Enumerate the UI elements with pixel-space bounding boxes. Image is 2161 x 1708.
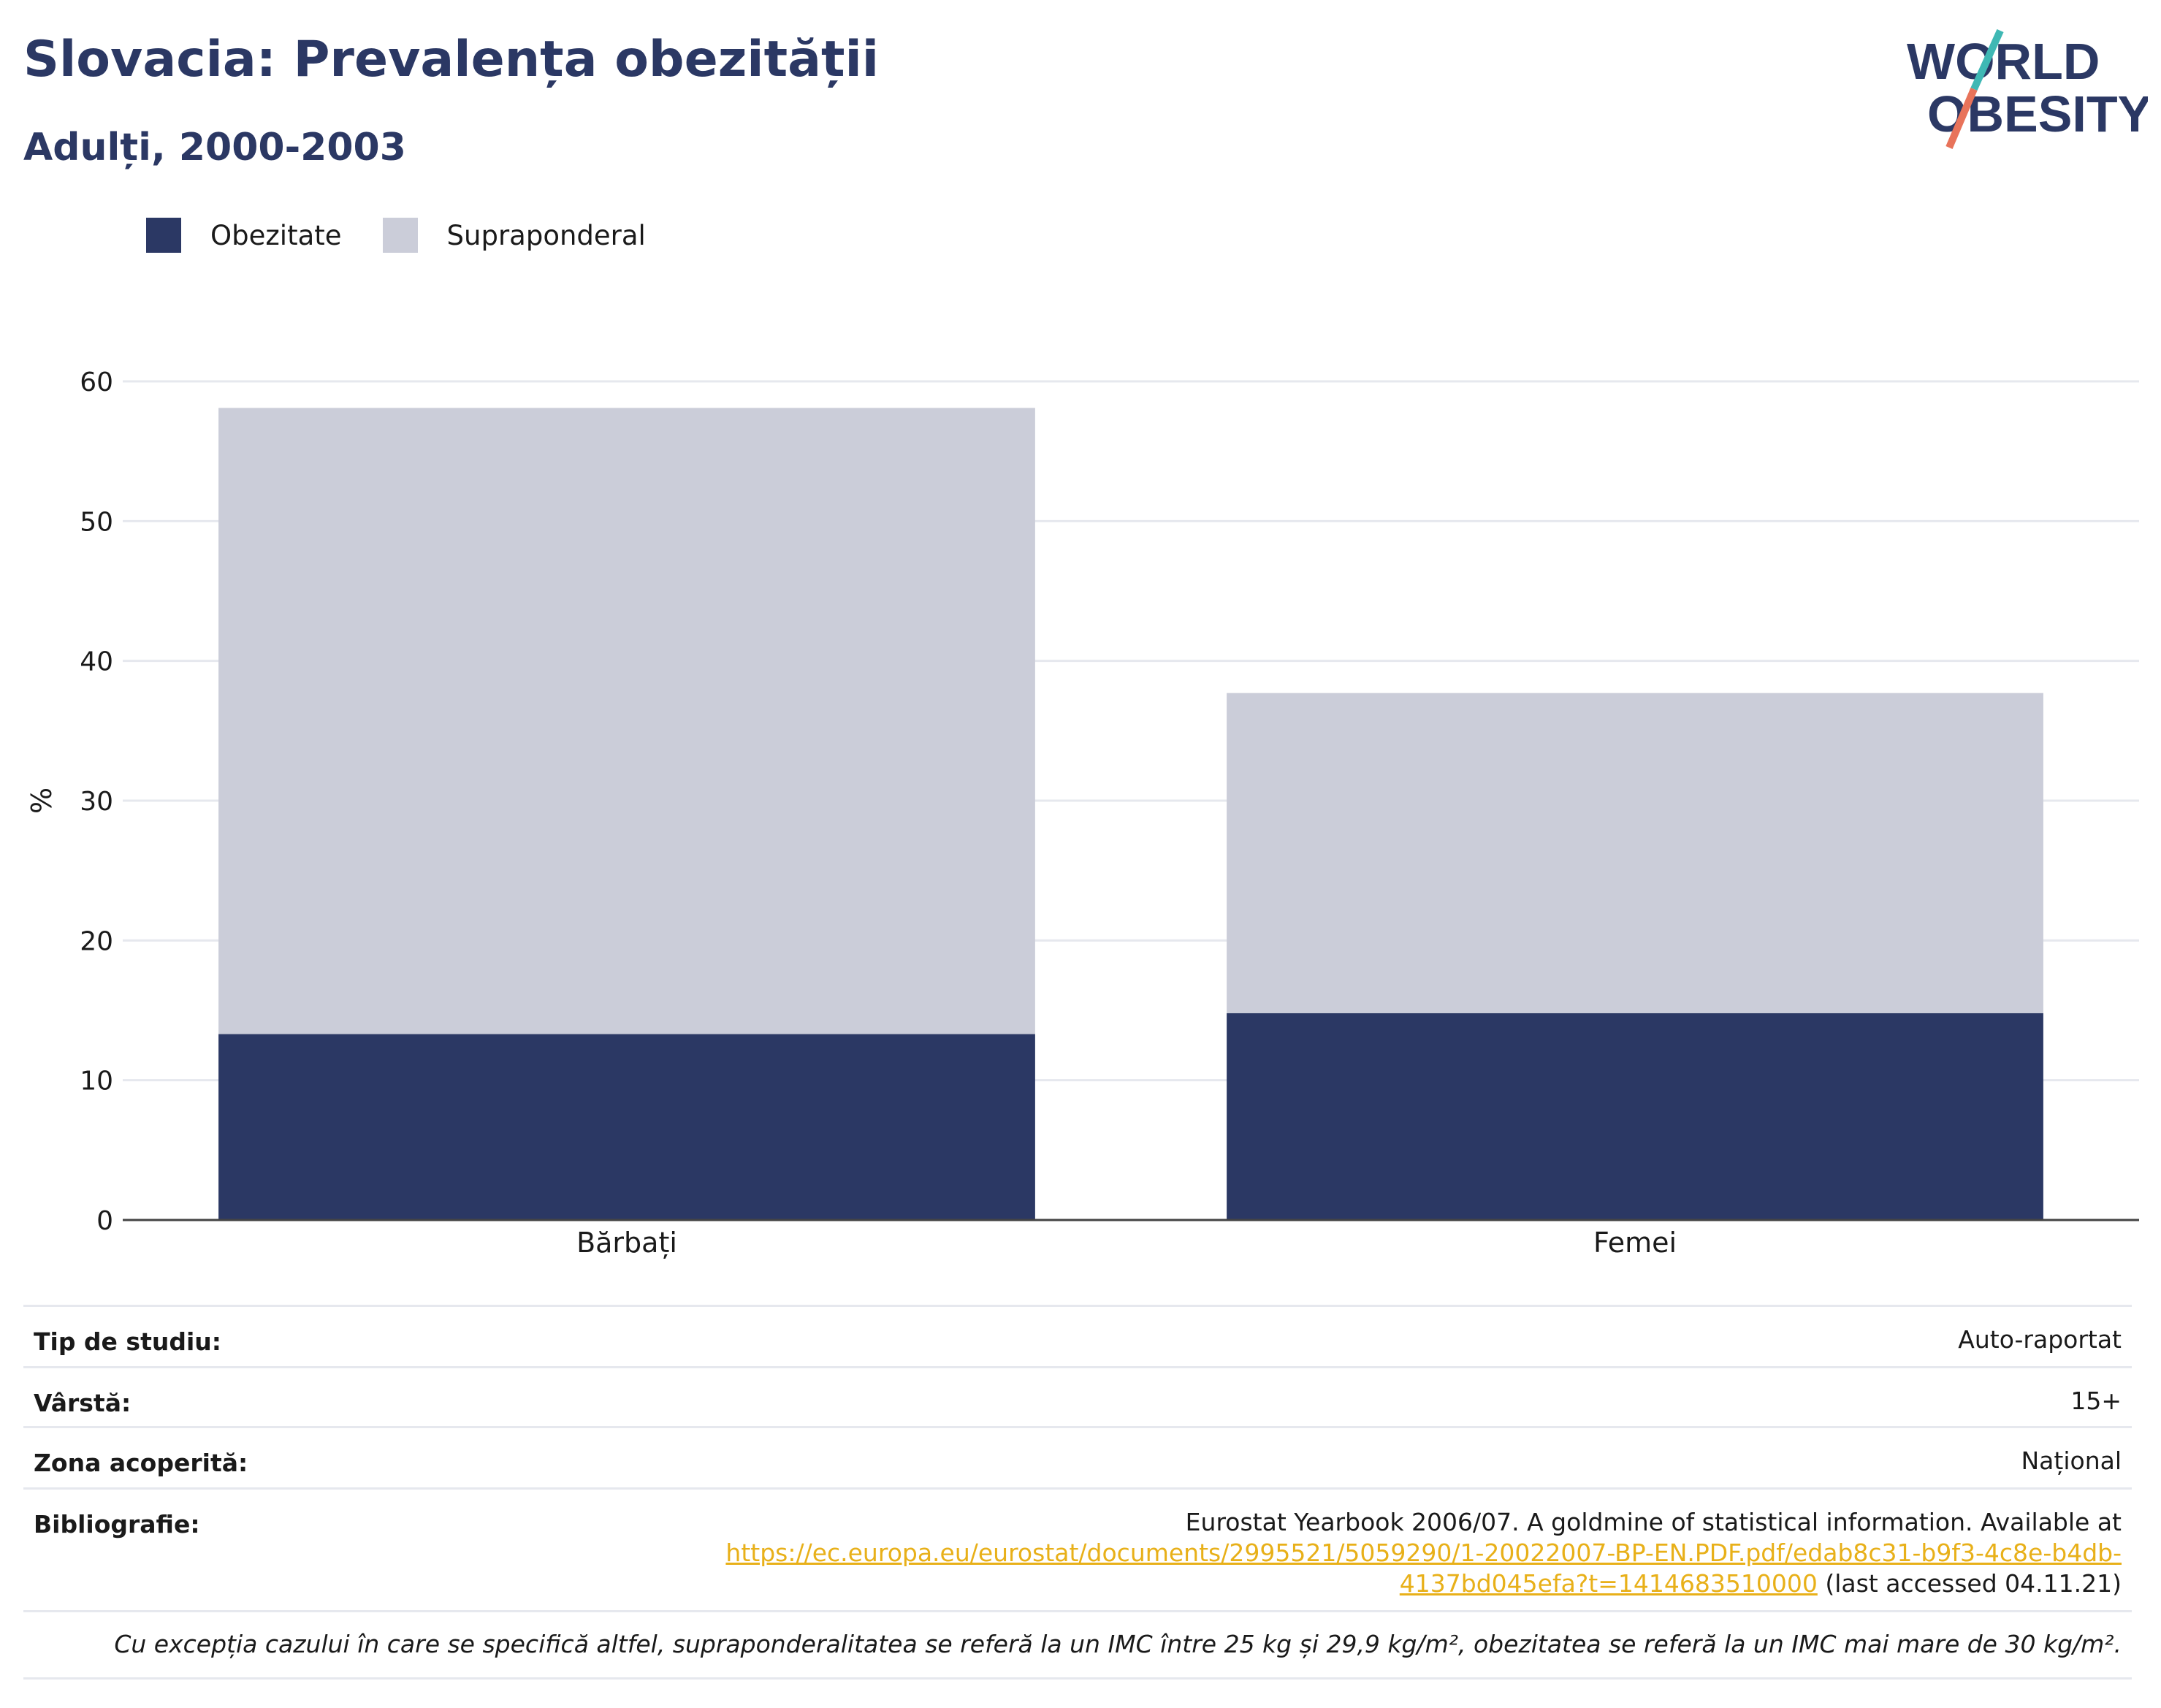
y-tick-label: 60 [80, 367, 113, 397]
y-tick-label: 50 [80, 507, 113, 537]
bibliography-value: Eurostat Yearbook 2006/07. A goldmine of… [34, 1507, 2122, 1599]
bar-obezitate-1 [218, 1034, 1035, 1220]
bibliography-accessed: (last accessed 04.11.21) [1817, 1569, 2122, 1598]
definition-note: Cu excepția cazului în care se specifică… [23, 1610, 2132, 1680]
legend-item-supraponderal[interactable]: Supraponderal [382, 218, 646, 253]
page-subtitle: Adulți, 2000-2003 [23, 126, 406, 169]
info-row-bibliography: Bibliografie: Eurostat Yearbook 2006/07.… [23, 1487, 2132, 1610]
y-axis-label: % [26, 788, 58, 814]
bibliography-link[interactable]: https://ec.europa.eu/eurostat/documents/… [725, 1539, 2122, 1567]
info-key: Zona acoperită: [34, 1449, 248, 1477]
bibliography-link-cont[interactable]: 4137bd045efa?t=1414683510000 [1399, 1569, 1818, 1598]
y-tick-label: 0 [96, 1206, 113, 1236]
info-value: 15+ [2070, 1387, 2122, 1415]
legend-item-obezitate[interactable]: Obezitate [146, 218, 342, 253]
info-key: Bibliografie: [34, 1510, 200, 1539]
bar-supraponderal-1 [218, 408, 1035, 1034]
x-tick-label: Bărbați [576, 1227, 677, 1259]
info-row-study-type: Tip de studiu: Auto-raportat [23, 1305, 2132, 1366]
y-tick-label: 30 [80, 787, 113, 817]
legend-swatch-obezitate [146, 218, 181, 253]
legend-label-obezitate: Obezitate [210, 219, 342, 251]
bar-chart: 0 10 20 30 40 50 60% Bărbați Femei [26, 367, 2139, 1259]
y-tick-label: 10 [80, 1067, 113, 1097]
legend-swatch-supraponderal [382, 218, 418, 253]
chart-legend: Obezitate Supraponderal [146, 216, 687, 254]
info-table: Tip de studiu: Auto-raportat Vârstă: 15+… [23, 1305, 2132, 1680]
info-value: Național [2021, 1446, 2122, 1475]
bar-supraponderal-2 [1227, 693, 2043, 1013]
world-obesity-logo: WORLD OBESITY [1907, 29, 2148, 149]
page-title: Slovacia: Prevalența obezității [23, 31, 880, 88]
bar-obezitate-2 [1227, 1013, 2043, 1220]
info-row-area: Zona acoperită: Național [23, 1426, 2132, 1487]
info-row-age: Vârstă: 15+ [23, 1366, 2132, 1426]
info-key: Vârstă: [34, 1389, 132, 1417]
y-tick-label: 40 [80, 647, 113, 677]
logo-line1: WORLD [1907, 33, 2100, 90]
info-key: Tip de studiu: [34, 1327, 221, 1356]
info-value: Auto-raportat [1958, 1325, 2122, 1354]
x-tick-label: Femei [1593, 1227, 1677, 1259]
y-tick-label: 20 [80, 926, 113, 956]
bibliography-text: Eurostat Yearbook 2006/07. A goldmine of… [1185, 1508, 2122, 1536]
legend-label-supraponderal: Supraponderal [446, 219, 646, 251]
